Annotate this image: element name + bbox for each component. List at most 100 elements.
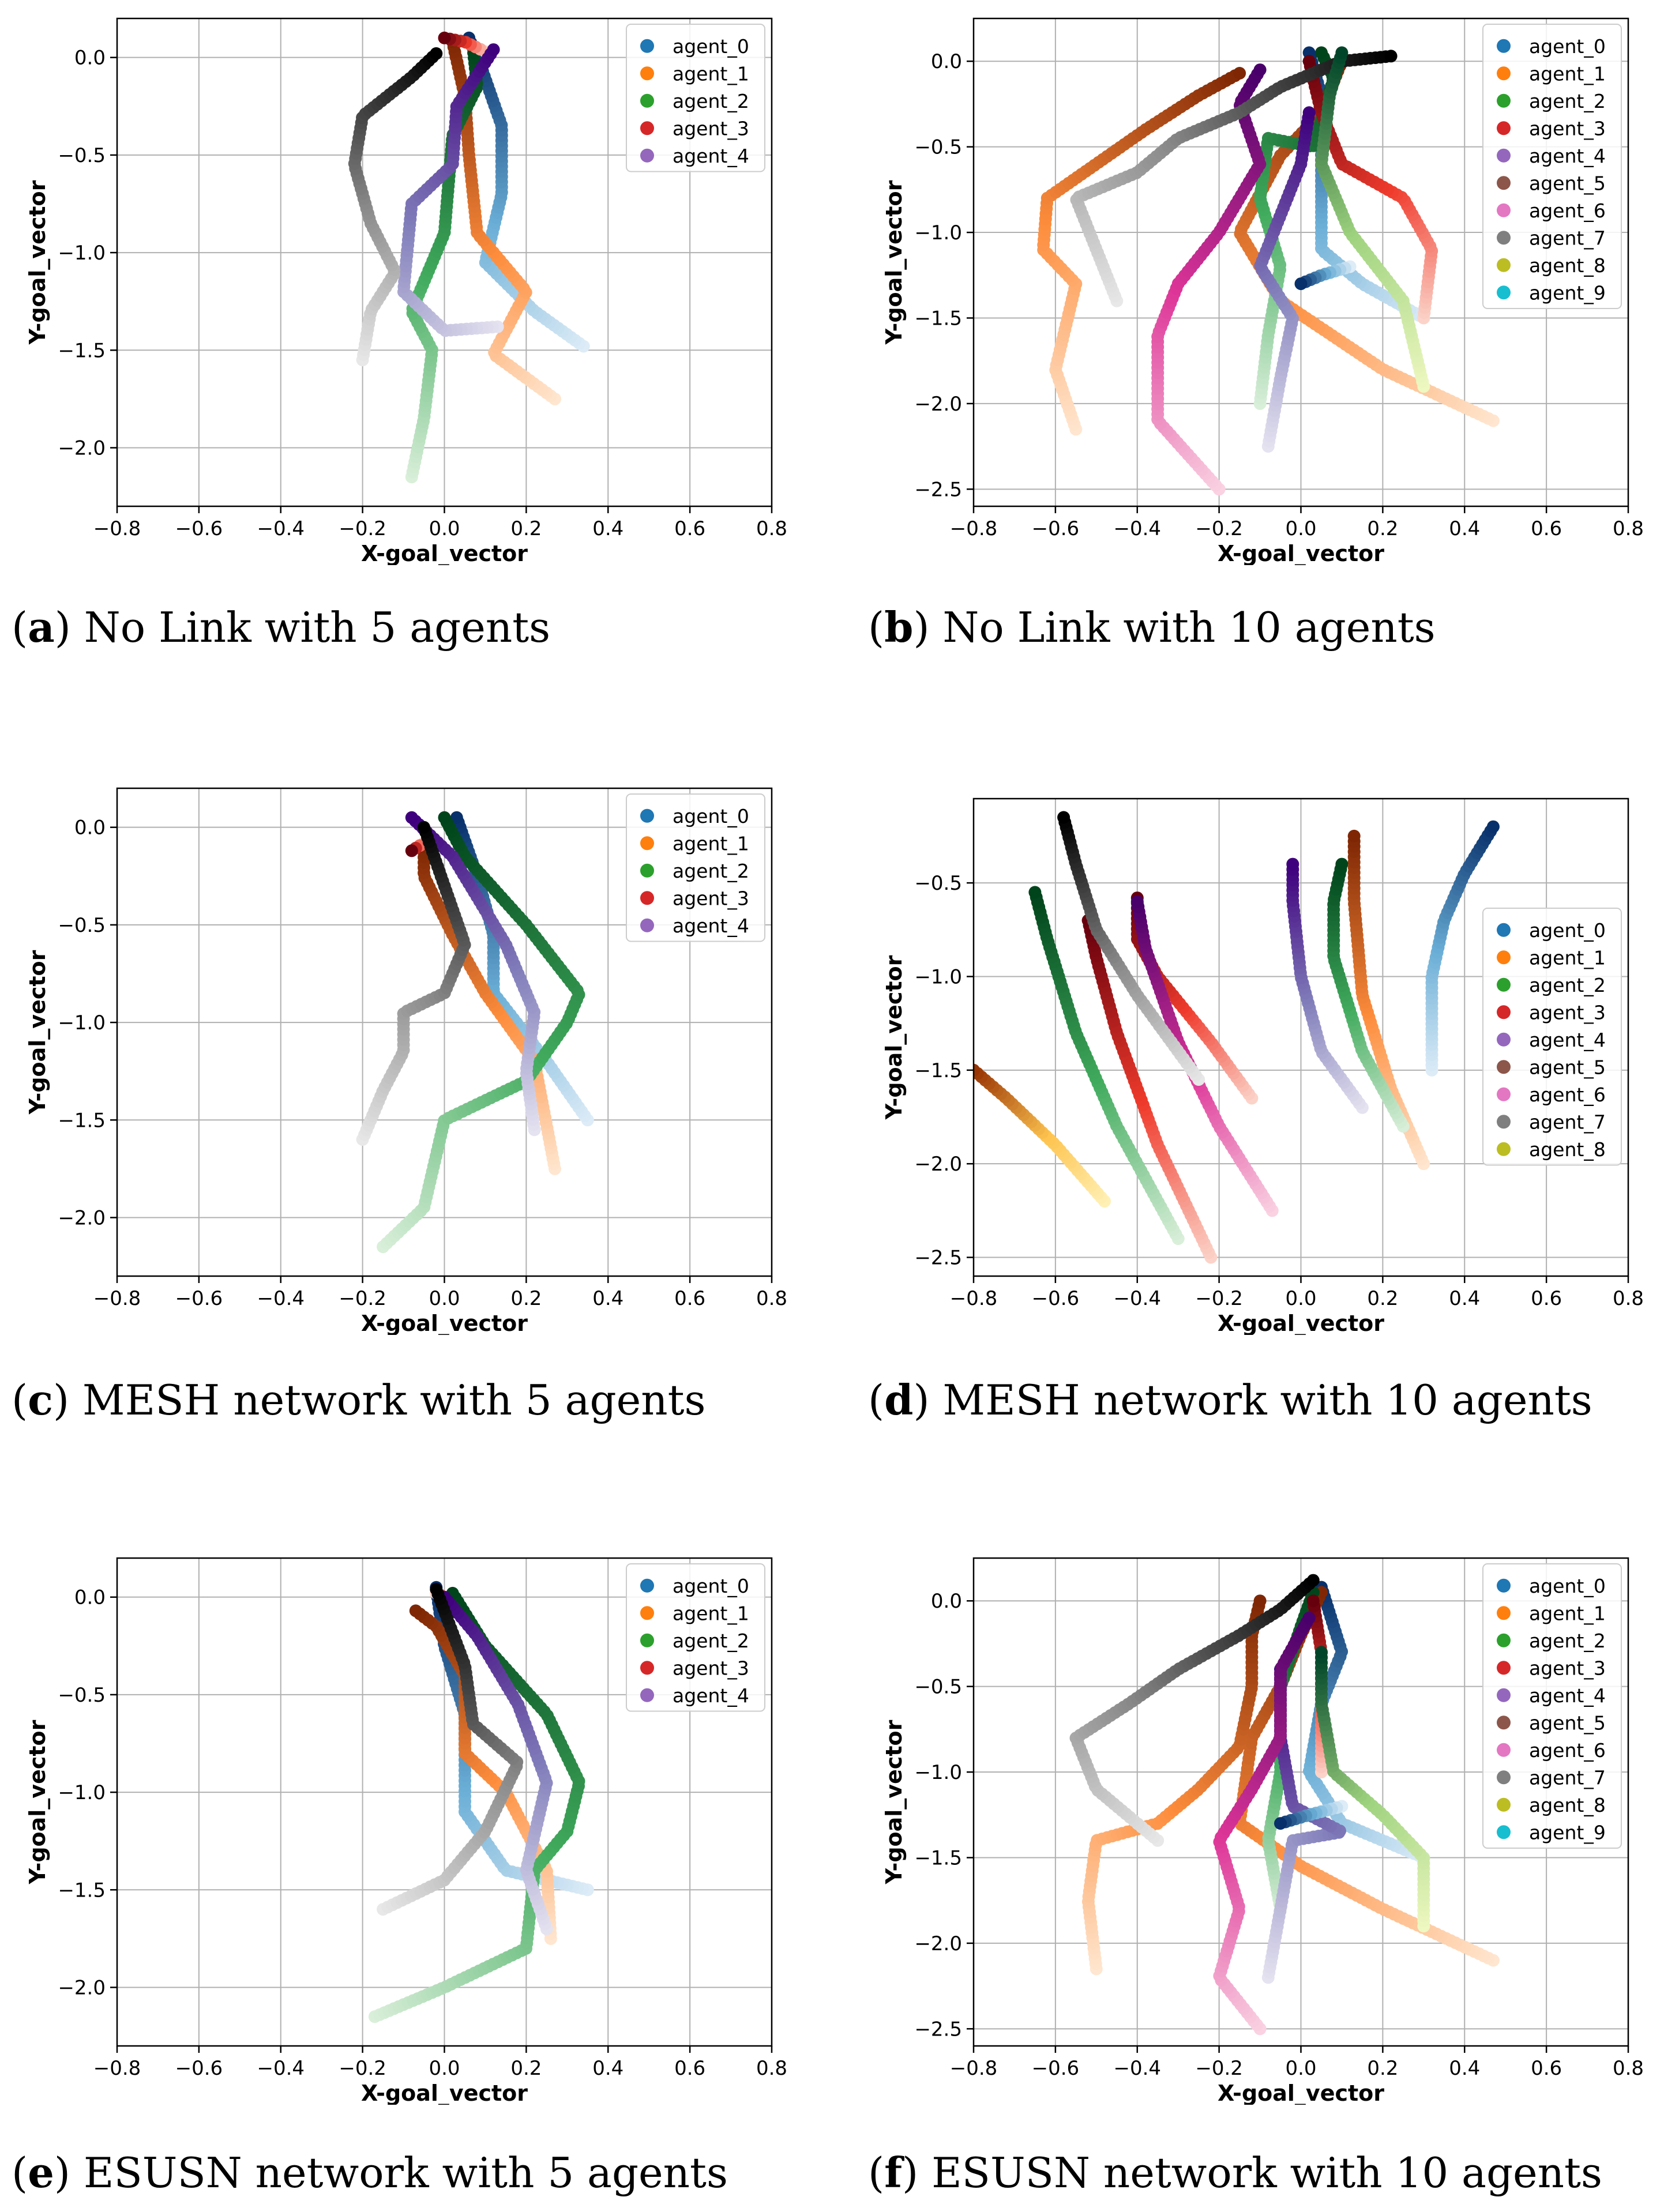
legend-label: agent_1 — [673, 1602, 749, 1624]
y-tick-label: −1.0 — [914, 965, 962, 988]
caption-f-letter: f — [884, 2148, 903, 2197]
trajectory-point-agent_8 — [1315, 1646, 1328, 1659]
x-tick-label: 0.4 — [1449, 1287, 1480, 1310]
trajectory-point-unlabeled — [430, 1583, 443, 1596]
legend-label: agent_9 — [1529, 281, 1606, 304]
y-tick-label: −0.5 — [914, 136, 962, 159]
trajectory-point-unlabeled — [1028, 886, 1042, 899]
trajectory-point-agent_3 — [438, 31, 451, 44]
x-tick-label: 0.0 — [1285, 1287, 1316, 1310]
legend: agent_0 agent_1 agent_2 agent_3 agent_4agent… — [1482, 908, 1622, 1166]
x-tick-label: −0.6 — [1032, 517, 1080, 540]
caption-b: (b) No Link with 10 agents — [868, 603, 1436, 652]
y-tick-label: 0.0 — [74, 817, 106, 840]
caption-a-letter: a — [28, 603, 55, 652]
chart-panel-a: −0.8 −0.6 −0.4 −0.2 0.0 0.2 0.4 0.6 0.8 0.0 −0.5 −1… — [23, 12, 807, 565]
legend-marker — [1497, 231, 1511, 245]
y-tick-label: −0.5 — [58, 1684, 106, 1707]
legend-label: agent_3 — [673, 887, 749, 909]
x-tick-label: 0.4 — [592, 2057, 623, 2080]
caption-b-letter: b — [884, 603, 914, 652]
legend: agent_0 agent_1 agent_2 agent_3 agent_4agent… — [1482, 24, 1622, 309]
legend-label: agent_6 — [1529, 1739, 1606, 1762]
legend-marker — [640, 1606, 654, 1620]
caption-e: (e) ESUSN network with 5 agents — [12, 2148, 728, 2197]
legend-label: agent_2 — [673, 1630, 749, 1652]
x-tick-label: 0.4 — [592, 517, 623, 540]
legend-label: agent_8 — [1529, 1794, 1606, 1816]
x-tick-label: 0.2 — [510, 1287, 542, 1310]
x-tick-label: 0.8 — [756, 1287, 787, 1310]
trajectory-point-unlabeled — [430, 47, 443, 60]
x-tick-label: 0.2 — [510, 2057, 542, 2080]
x-axis-label: X-goal_vector — [1218, 541, 1384, 565]
caption-c: (c) MESH network with 5 agents — [12, 1375, 706, 1424]
legend-label: agent_7 — [1529, 1111, 1606, 1133]
legend-marker — [1497, 148, 1511, 163]
trajectory-point-agent_6 — [1302, 1611, 1316, 1624]
legend-label: agent_1 — [673, 832, 749, 855]
caption-b-text: No Link with 10 agents — [942, 603, 1436, 652]
legend-marker — [640, 1661, 654, 1675]
x-tick-label: −0.4 — [1113, 2057, 1161, 2080]
y-axis-label: Y-goal_vector — [25, 950, 50, 1115]
trajectories — [356, 811, 594, 1254]
chart-e-svg: −0.8 −0.6 −0.4 −0.2 0.0 0.2 0.4 0.6 0.8 0.0 −0.5 −1… — [25, 1557, 787, 2105]
legend-label: agent_3 — [1529, 1657, 1606, 1679]
x-tick-label: 0.6 — [674, 1287, 705, 1310]
legend-marker — [640, 1688, 654, 1702]
legend-marker — [1497, 176, 1511, 190]
legend-label: agent_4 — [1529, 1684, 1606, 1707]
trajectory-point-agent_4 — [1302, 106, 1316, 119]
trajectory-point-agent_6 — [1130, 895, 1144, 908]
legend-marker — [1497, 1825, 1511, 1839]
trajectory-point-agent_9 — [1274, 1817, 1287, 1830]
x-tick-label: −0.8 — [950, 1287, 998, 1310]
legend-label: agent_1 — [1529, 1602, 1606, 1624]
x-tick-label: 0.8 — [756, 2057, 787, 2080]
y-tick-label: −2.5 — [914, 478, 962, 501]
x-tick-label: 0.2 — [1367, 2057, 1398, 2080]
legend-label: agent_6 — [1529, 200, 1606, 222]
legend-label: agent_6 — [1529, 1084, 1606, 1106]
legend-label: agent_3 — [1529, 1001, 1606, 1024]
y-tick-label: −1.0 — [914, 1761, 962, 1784]
caption-e-letter: e — [28, 2148, 54, 2197]
legend-marker — [1497, 1661, 1511, 1675]
trajectories — [974, 811, 1500, 1264]
x-tick-label: −0.4 — [257, 517, 305, 540]
legend-label: agent_3 — [673, 1657, 749, 1679]
y-tick-label: −1.5 — [914, 1846, 962, 1869]
legend-marker — [1497, 66, 1511, 81]
legend-marker — [1497, 1060, 1511, 1074]
y-tick-label: −0.5 — [58, 144, 106, 167]
legend-marker — [640, 148, 654, 163]
legend-marker — [1497, 1578, 1511, 1593]
y-tick-label: −1.0 — [58, 1781, 106, 1804]
caption-d-text: MESH network with 10 agents — [942, 1376, 1592, 1424]
y-tick-label: −1.5 — [914, 1059, 962, 1082]
legend-label: agent_0 — [1529, 919, 1606, 942]
chart-panel-f: −0.8 −0.6 −0.4 −0.2 0.0 0.2 0.4 0.6 0.8 0.0 −0.5 −1… — [880, 1551, 1664, 2105]
trajectory-point-agent_2 — [1315, 46, 1328, 59]
legend-marker — [1497, 1115, 1511, 1129]
legend-marker — [640, 891, 654, 905]
caption-c-letter: c — [28, 1375, 53, 1424]
legend-marker — [1497, 285, 1511, 300]
legend-label: agent_0 — [673, 805, 749, 827]
legend-marker — [1497, 977, 1511, 992]
legend-box — [1482, 1563, 1622, 1849]
x-tick-label: −0.6 — [175, 1287, 223, 1310]
y-tick-label: −2.0 — [58, 1206, 106, 1229]
x-tick-label: 0.6 — [674, 517, 705, 540]
y-tick-label: −1.0 — [58, 242, 106, 265]
chart-f-svg: −0.8 −0.6 −0.4 −0.2 0.0 0.2 0.4 0.6 0.8 0.0 −0.5 −1… — [881, 1557, 1644, 2105]
legend-box — [626, 24, 765, 172]
legend-marker — [640, 93, 654, 108]
x-tick-label: −0.8 — [93, 2057, 141, 2080]
legend-marker — [1497, 1032, 1511, 1047]
trajectory-point-agent_4 — [1286, 857, 1299, 871]
legend-label: agent_4 — [1529, 1029, 1606, 1051]
x-tick-label: −0.6 — [1032, 1287, 1080, 1310]
trajectory-point-agent_1 — [1347, 829, 1361, 842]
